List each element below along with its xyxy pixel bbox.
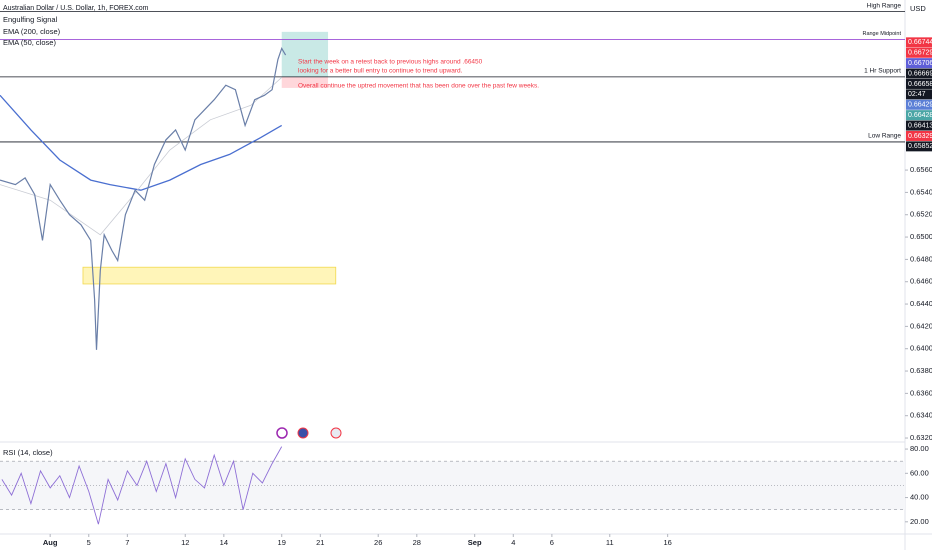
x-tick-label: Aug (43, 538, 58, 547)
price-label-bg (906, 141, 932, 152)
price-label: 0.66669 (908, 70, 932, 77)
price-label: 0.66413 (908, 122, 932, 129)
countdown-bg (906, 89, 932, 100)
annotation: Start the week on a retest back to previ… (298, 59, 483, 66)
indicator-legend: Engulfing Signal (3, 15, 58, 24)
price-label: 0.66729 (908, 50, 932, 57)
x-tick-label: 5 (87, 538, 91, 547)
x-tick-label: Sep (468, 538, 482, 547)
price-label-bg (906, 110, 932, 121)
position-stop (281, 76, 329, 88)
price-label: 0.65852 (908, 143, 932, 150)
event-icon (276, 427, 288, 439)
x-tick-label: 6 (550, 538, 554, 547)
price-label: 0.66329 (908, 133, 932, 140)
ema-line (0, 77, 282, 236)
price-label-bg (906, 58, 932, 69)
rsi-tick-label: 40.00 (910, 493, 929, 502)
rsi-legend: RSI (14, close) (3, 448, 53, 457)
x-tick-label: 28 (413, 538, 421, 547)
price-label-bg (906, 78, 932, 89)
x-tick-label: 16 (663, 538, 671, 547)
price-label-bg (906, 47, 932, 58)
currency-label: USD (910, 4, 926, 13)
y-tick-label: 0.65600 (910, 165, 932, 174)
rsi-tick-label: 20.00 (910, 517, 929, 526)
price-label-bg (906, 120, 932, 131)
rsi-line (1, 446, 283, 525)
x-tick-label: 19 (278, 538, 286, 547)
demand-zone (82, 266, 337, 285)
x-tick-label: 7 (125, 538, 129, 547)
level-label: Low Range (868, 133, 901, 140)
chart-title: Australian Dollar / U.S. Dollar, 1h, FOR… (3, 5, 149, 12)
price-label: 0.66658 (908, 81, 932, 88)
level-label: Range Midpoint (862, 31, 901, 37)
x-tick-label: 12 (181, 538, 189, 547)
price-line (0, 46, 287, 350)
price-label-bg (906, 68, 932, 79)
price-label-bg (906, 99, 932, 110)
price-label: 0.66429 (908, 102, 932, 109)
level-label: High Range (867, 2, 902, 9)
price-label-bg (906, 37, 932, 48)
series-legend: EMA (200, close) (3, 27, 61, 36)
price-label: 0.66428 (908, 112, 932, 119)
annotation: Overall continue the uptred movement tha… (298, 83, 539, 90)
x-tick-label: 14 (220, 538, 228, 547)
annotation: looking for a better bull entry to conti… (298, 68, 463, 75)
level-label: 1 Hr Support (864, 68, 901, 75)
event-icon (297, 427, 309, 439)
x-tick-label: 21 (316, 538, 324, 547)
price-label: 0.66744 (908, 39, 932, 46)
countdown: 02:47 (908, 91, 926, 98)
event-icon (330, 427, 342, 439)
x-tick-label: 11 (606, 538, 614, 547)
x-tick-label: 4 (511, 538, 515, 547)
event-icons (276, 427, 342, 439)
rsi-tick-label: 60.00 (910, 468, 929, 477)
price-label-bg (906, 130, 932, 141)
x-tick-label: 26 (374, 538, 382, 547)
price-label: 0.66706 (908, 60, 932, 67)
ema-line (0, 94, 283, 191)
series-legend: EMA (50, close) (3, 38, 56, 47)
rsi-tick-label: 80.00 (910, 444, 929, 453)
